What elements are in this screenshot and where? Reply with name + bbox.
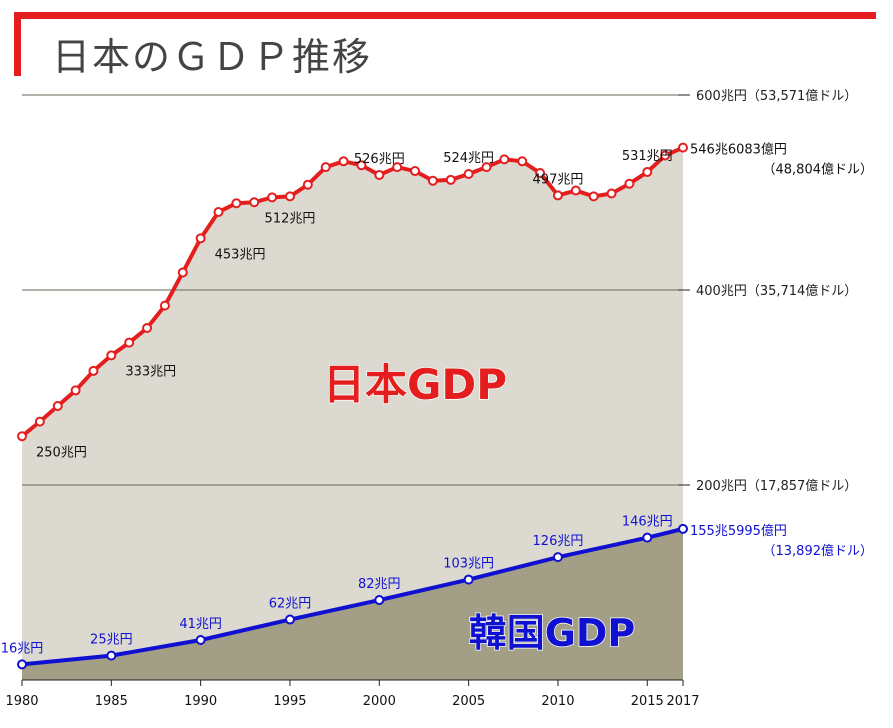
japan-point-2016	[660, 150, 671, 161]
gridline-label-400: 400兆円（35,714億ドル）	[696, 283, 857, 299]
x-tick-label-1985: 1985	[95, 694, 128, 709]
japan-point-1998	[338, 156, 349, 167]
japan-point-2008	[517, 156, 528, 167]
korea-end-label-yen: 155兆5995億円	[690, 523, 787, 539]
japan-point-2011	[570, 185, 581, 196]
japan-point-2007	[499, 154, 510, 165]
korea-gdp-area	[22, 528, 683, 680]
japan-point-2004	[445, 174, 456, 185]
title-side-rule	[14, 12, 21, 76]
japan-point-2005	[463, 168, 474, 179]
korea-point-2015	[642, 532, 653, 543]
japan-data-label-2010: 497兆円	[533, 172, 584, 187]
korea-point-2000	[374, 595, 385, 606]
japan-point-1999	[356, 160, 367, 171]
japan-data-label-2000: 526兆円	[354, 152, 405, 167]
japan-point-2015	[642, 167, 653, 178]
japan-data-label-1995: 512兆円	[265, 211, 316, 226]
japan-data-label-1985: 333兆円	[125, 364, 176, 379]
japan-point-1986	[124, 337, 135, 348]
japan-point-2017	[678, 142, 688, 153]
japan-gdp-area	[22, 147, 683, 680]
x-tick-label-1980: 1980	[5, 694, 38, 709]
japan-point-2009	[535, 168, 546, 178]
korea-data-label-2015: 146兆円	[622, 515, 673, 530]
japan-point-1982	[52, 401, 63, 412]
japan-point-2006	[481, 162, 492, 173]
japan-point-1990	[195, 233, 206, 244]
japan-end-label-usd: （48,804億ドル）	[763, 162, 874, 178]
korea-data-label-2000: 82兆円	[358, 577, 401, 592]
korea-point-2005	[463, 574, 474, 585]
japan-series-label: 日本GDP	[323, 360, 507, 409]
title-top-rule	[14, 12, 876, 19]
japan-point-1987	[142, 323, 153, 334]
korea-point-2017	[678, 523, 688, 534]
japan-point-1989	[177, 267, 188, 278]
japan-point-1985	[106, 350, 117, 361]
japan-point-1983	[70, 385, 81, 396]
x-tick-label-2017: 2017	[666, 694, 699, 709]
korea-data-label-1990: 41兆円	[179, 617, 222, 632]
japan-point-1980	[17, 431, 27, 442]
korea-end-label-usd: （13,892億ドル）	[763, 543, 874, 559]
title-bar: 日本のＧＤＰ推移	[14, 12, 890, 79]
korea-point-1990	[195, 635, 206, 646]
korea-series-label: 韓国GDP	[469, 611, 636, 655]
korea-point-1980	[17, 659, 27, 670]
japan-point-1992	[231, 198, 242, 209]
japan-point-2002	[410, 166, 421, 177]
korea-data-label-1995: 62兆円	[269, 597, 312, 612]
korea-data-label-2005: 103兆円	[443, 557, 494, 572]
japan-point-1984	[88, 365, 99, 376]
japan-point-2014	[624, 178, 635, 189]
x-tick-label-2005: 2005	[452, 694, 485, 709]
japan-point-2003	[427, 175, 438, 186]
japan-point-2013	[606, 188, 617, 199]
x-tick-label-1990: 1990	[184, 694, 217, 709]
japan-point-1994	[267, 192, 278, 203]
japan-point-1993	[249, 197, 260, 208]
japan-data-label-1990: 453兆円	[215, 247, 266, 262]
gridline-label-600: 600兆円（53,571億ドル）	[696, 88, 857, 104]
x-tick-label-2010: 2010	[541, 694, 574, 709]
japan-point-2010	[552, 190, 563, 201]
korea-data-label-1985: 25兆円	[90, 633, 133, 648]
japan-data-label-2015: 531兆円	[622, 149, 673, 164]
korea-data-label-1980: 16兆円	[1, 641, 44, 656]
gridline-label-200: 200兆円（17,857億ドル）	[696, 478, 857, 494]
page-title: 日本のＧＤＰ推移	[52, 35, 373, 79]
japan-end-label-yen: 546兆6083億円	[690, 142, 787, 158]
korea-point-1995	[284, 614, 295, 625]
korea-point-1985	[106, 650, 117, 661]
x-tick-label-1995: 1995	[273, 694, 306, 709]
japan-point-2000	[374, 169, 385, 180]
korea-data-label-2010: 126兆円	[533, 534, 584, 549]
japan-data-label-2005: 524兆円	[443, 151, 494, 166]
japan-point-1981	[34, 416, 45, 427]
japan-point-1995	[284, 191, 295, 202]
x-tick-label-2015: 2015	[631, 694, 664, 709]
x-tick-label-2000: 2000	[363, 694, 396, 709]
japan-point-1996	[302, 179, 313, 190]
japan-point-1997	[320, 162, 331, 173]
japan-data-label-1980: 250兆円	[36, 445, 87, 460]
japan-point-1988	[159, 300, 170, 311]
japan-point-2001	[392, 162, 403, 173]
japan-point-2012	[588, 191, 599, 202]
korea-point-2010	[552, 552, 563, 563]
japan-point-1991	[213, 207, 224, 217]
